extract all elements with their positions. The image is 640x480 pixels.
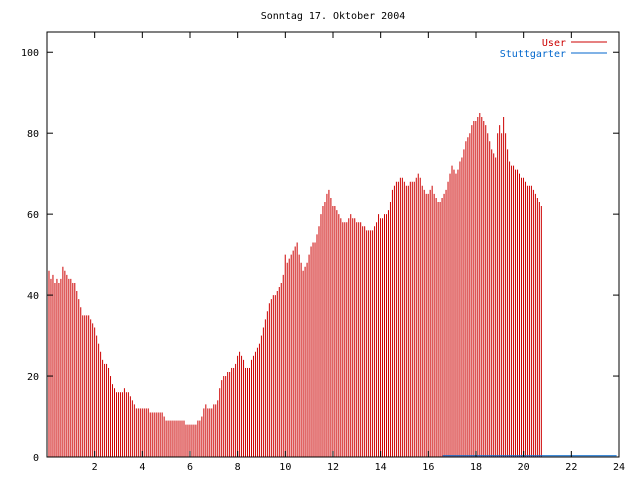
y-tick-label: 60 xyxy=(27,210,39,221)
x-tick-label: 4 xyxy=(139,462,145,473)
legend: User Stuttgarter xyxy=(500,38,607,60)
x-tick-label: 6 xyxy=(187,462,193,473)
chart-title: Sonntag 17. Oktober 2004 xyxy=(261,11,406,22)
x-tick-label: 22 xyxy=(565,462,577,473)
x-tick-label: 16 xyxy=(422,462,434,473)
x-tick-label: 20 xyxy=(518,462,530,473)
x-tick-label: 2 xyxy=(92,462,98,473)
y-tick-label: 40 xyxy=(27,291,39,302)
x-tick-label: 24 xyxy=(613,462,625,473)
plot-area xyxy=(46,112,617,457)
legend-stuttgarter-label: Stuttgarter xyxy=(500,49,566,60)
x-tick-label: 14 xyxy=(375,462,387,473)
x-tick-label: 10 xyxy=(279,462,291,473)
x-tick-label: 8 xyxy=(235,462,241,473)
y-tick-label: 80 xyxy=(27,129,39,140)
y-tick-label: 100 xyxy=(21,48,39,59)
x-tick-label: 12 xyxy=(327,462,339,473)
legend-user-label: User xyxy=(542,38,566,49)
y-tick-label: 0 xyxy=(33,453,39,464)
x-tick-label: 18 xyxy=(470,462,482,473)
y-tick-label: 20 xyxy=(27,372,39,383)
